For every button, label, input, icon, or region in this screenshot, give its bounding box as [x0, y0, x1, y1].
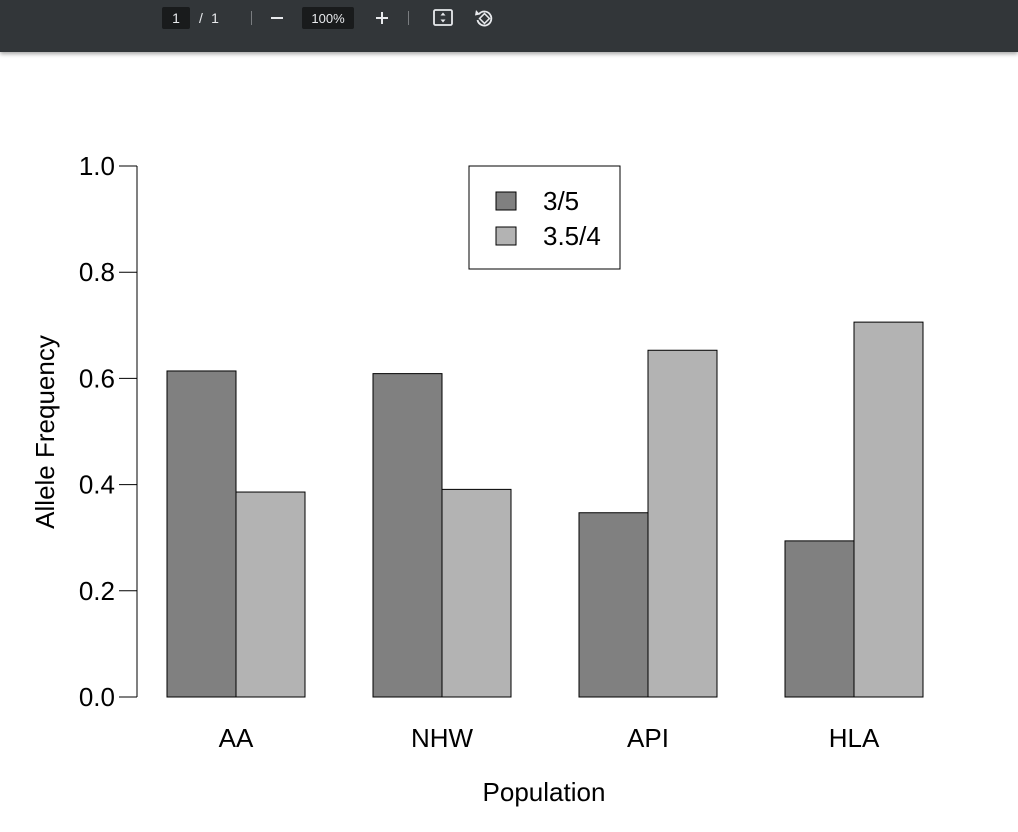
- pdf-toolbar: 1 / 1 100%: [0, 0, 1018, 52]
- legend-swatch: [495, 226, 517, 246]
- zoom-out-button[interactable]: [264, 7, 290, 29]
- bar-aa-2: [235, 491, 306, 698]
- legend-label: 3.5/4: [543, 221, 601, 251]
- toolbar-divider: [408, 11, 409, 25]
- x-tick-label: NHW: [411, 723, 474, 753]
- bar-nhw-1: [372, 373, 443, 698]
- legend-swatch: [495, 191, 517, 211]
- toolbar-divider: [251, 11, 252, 25]
- bar-hla-1: [784, 540, 855, 698]
- x-axis-label: Population: [483, 777, 606, 807]
- x-tick-label: API: [627, 723, 669, 753]
- y-tick-label: 0.6: [79, 363, 115, 393]
- y-tick-label: 0.0: [79, 682, 115, 712]
- bar-nhw-2: [441, 488, 512, 698]
- minus-icon: [271, 17, 283, 19]
- y-tick-label: 0.2: [79, 576, 115, 606]
- bar-api-1: [578, 512, 649, 698]
- page-total: 1: [211, 10, 219, 26]
- legend-box: [468, 165, 621, 270]
- rotate-icon: [475, 10, 493, 27]
- y-tick-label: 0.8: [79, 257, 115, 287]
- zoom-level-input[interactable]: 100%: [302, 7, 354, 29]
- fit-to-page-icon: [433, 9, 453, 26]
- bar-api-2: [647, 349, 718, 698]
- zoom-in-button[interactable]: [369, 7, 395, 29]
- rotate-button[interactable]: [471, 7, 497, 29]
- y-axis-label: Allele Frequency: [30, 335, 60, 529]
- page-separator: /: [199, 10, 203, 26]
- x-tick-label: HLA: [829, 723, 880, 753]
- legend-label: 3/5: [543, 186, 579, 216]
- bar-aa-1: [166, 370, 237, 698]
- legend: 3/5 3.5/4: [468, 165, 621, 270]
- bar-hla-2: [853, 321, 924, 698]
- page-number-input[interactable]: 1: [162, 7, 190, 29]
- y-tick-label: 0.4: [79, 470, 115, 500]
- x-tick-label: AA: [219, 723, 254, 753]
- y-tick-label: 1.0: [79, 151, 115, 181]
- fit-to-page-button[interactable]: [430, 7, 456, 29]
- plus-icon: [376, 12, 388, 24]
